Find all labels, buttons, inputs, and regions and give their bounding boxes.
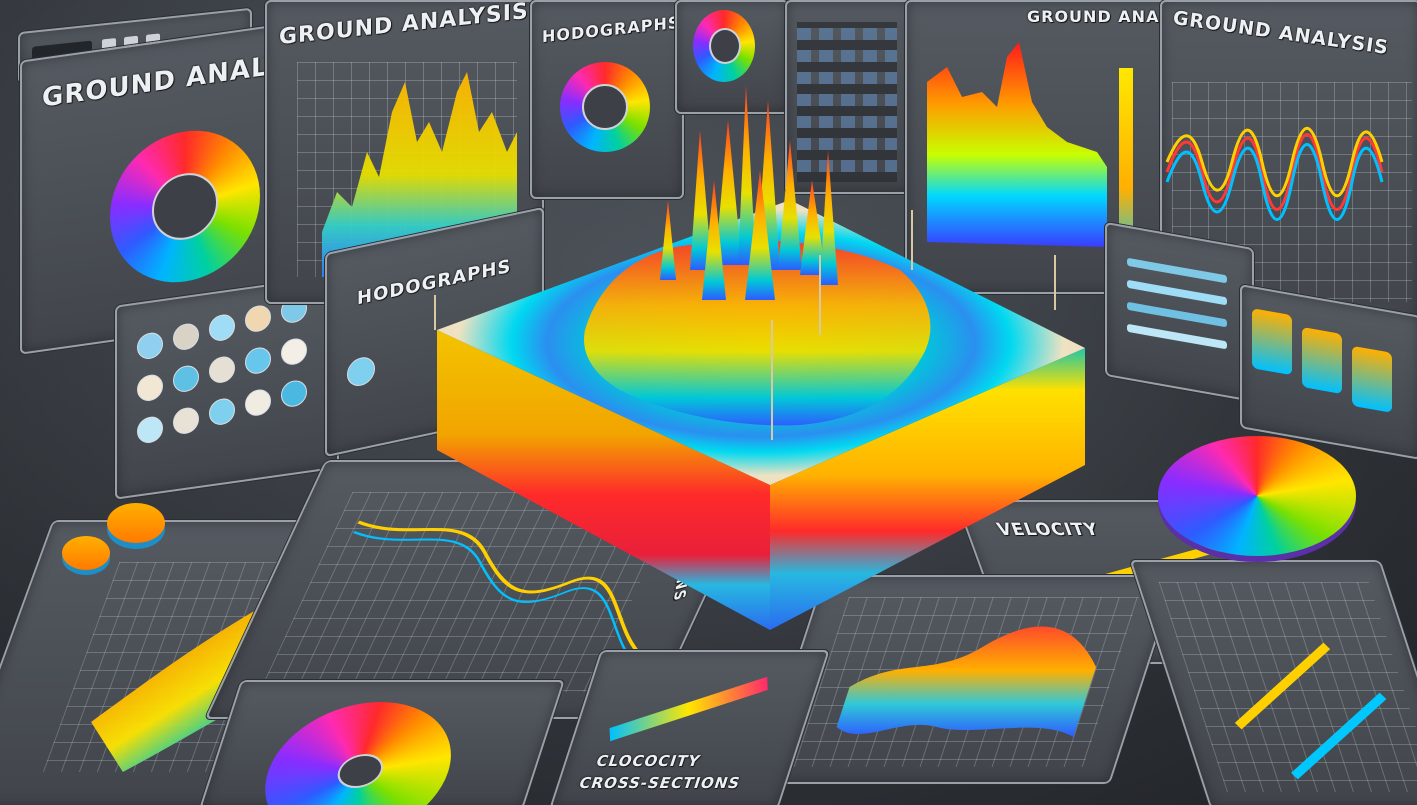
waveform-icon bbox=[1165, 127, 1384, 221]
large-pie-icon bbox=[1158, 436, 1356, 556]
waveform-icon bbox=[353, 520, 640, 663]
disk-icon bbox=[62, 536, 110, 570]
tiles-panel bbox=[785, 0, 914, 194]
small-donut-panel bbox=[675, 0, 789, 114]
spectrum-chart-icon bbox=[927, 42, 1133, 268]
donut-chart-icon bbox=[560, 62, 650, 152]
ground-analysis-right-title-top: GROUND ANALYSIS bbox=[1027, 7, 1172, 26]
mesh-surface-icon bbox=[836, 626, 1097, 737]
donut-chart-icon bbox=[693, 10, 755, 82]
ground-analysis-right-panel: GROUND ANALYSIS bbox=[1160, 0, 1417, 324]
mesh-panel bbox=[756, 575, 1178, 784]
hodographs-top-panel: HODOGRAPHS bbox=[530, 0, 684, 199]
disk-icon bbox=[107, 503, 165, 543]
sections-panel: SECTIONS bbox=[204, 460, 770, 719]
